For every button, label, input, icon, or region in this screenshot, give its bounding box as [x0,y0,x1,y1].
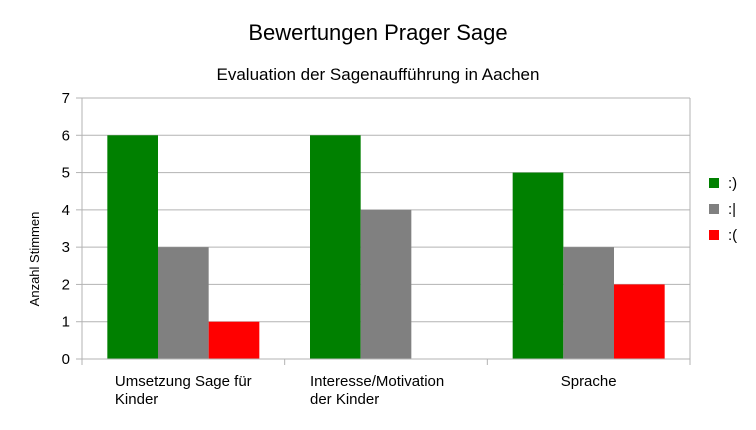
x-tick-label-line: der Kinder [310,391,379,408]
chart-title: Bewertungen Prager Sage [248,20,507,45]
x-tick-label-line: Sprache [561,373,617,390]
y-tick-label: 0 [62,351,70,368]
x-tick-label-line: Umsetzung Sage für [115,373,252,390]
x-tick-label: Umsetzung Sage für Kinder [115,373,252,408]
legend-label: :) [728,175,737,192]
y-tick-label: 3 [62,239,70,256]
bars [107,135,665,359]
y-tick-label: 4 [62,202,70,219]
y-axis-label: Anzahl Stimmen [27,212,42,307]
y-tick-label: 1 [62,314,70,331]
bar [512,172,564,359]
legend-swatch [709,178,719,188]
x-tick-label-line: Interesse/Motivation [310,373,444,390]
y-tick-label: 7 [62,90,70,107]
bar [107,135,158,359]
y-tick-label: 6 [62,127,70,144]
legend-swatch [709,204,719,214]
x-tick-label: Interesse/Motivation der Kinder [310,373,444,408]
x-tick-label-line: Kinder [115,391,158,408]
y-tick-label: 2 [62,276,70,293]
bar [158,247,209,359]
legend-label: :| [728,201,736,218]
legend-label: :( [728,227,737,244]
bar [614,284,665,359]
bar [208,321,260,359]
x-tick-label: Sprache [561,373,617,390]
bar [360,209,412,359]
legend: :) :| :( [709,175,737,244]
bar [310,135,361,359]
bar [563,247,614,359]
axes: 0 1 2 3 4 5 6 7 Umsetzung Sage für Kinder Interess… [62,90,691,408]
chart-subtitle: Evaluation der Sagenaufführung in Aachen [217,65,540,84]
legend-swatch [709,230,719,240]
y-tick-label: 5 [62,165,70,182]
